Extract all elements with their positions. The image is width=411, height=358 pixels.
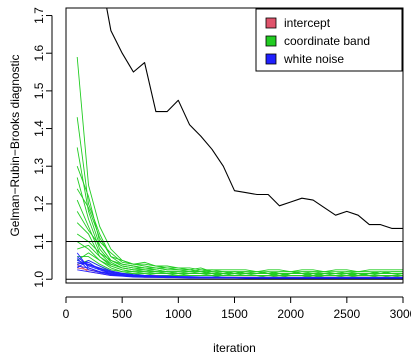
- series-line-coordinate-band-6: [76, 188, 403, 273]
- x-tick-label: 3000: [390, 307, 411, 321]
- legend-label: white noise: [283, 52, 344, 66]
- series-line-coordinate-band-9: [76, 222, 403, 278]
- legend-swatch: [265, 17, 277, 29]
- legend: intercept coordinate band white noise: [255, 8, 403, 72]
- x-tick-label: 2500: [333, 307, 360, 321]
- y-tick-label: 1.4: [32, 120, 46, 137]
- y-tick-label: 1.7: [32, 7, 46, 24]
- y-tick-label: 1.3: [32, 158, 46, 175]
- series-line-coordinate-band-10: [76, 233, 403, 273]
- series-line-white-noise-26: [77, 261, 403, 279]
- series-line-coordinate-band-3: [76, 147, 403, 276]
- series-layer: [76, 8, 403, 279]
- legend-items: intercept coordinate band white noise: [265, 16, 370, 66]
- y-tick-label: 1.2: [32, 195, 46, 212]
- axes: [65, 7, 404, 284]
- series-line-coordinate-band-8: [76, 211, 403, 275]
- plot-frame: [65, 7, 404, 284]
- x-axis-ticks: 0 500 1000 1500 2000 2500 3000: [63, 296, 411, 321]
- x-axis-label: iteration: [213, 341, 256, 355]
- x-tick-label: 1000: [165, 307, 192, 321]
- y-tick-label: 1.1: [32, 233, 46, 250]
- series-line-coordinate-band-14: [76, 252, 403, 275]
- y-tick-label: 1.5: [32, 82, 46, 99]
- series-line-coordinate-band-4: [76, 166, 403, 275]
- series-line-coordinate-band-2: [76, 117, 403, 276]
- legend-swatch: [265, 35, 277, 47]
- series-line-coordinate-band-5: [76, 177, 403, 278]
- x-tick-label: 500: [112, 307, 132, 321]
- series-line-coordinate-band-15: [77, 259, 403, 276]
- legend-label: coordinate band: [284, 34, 370, 48]
- series-line-black-0: [106, 8, 403, 229]
- reference-lines: [66, 241, 403, 280]
- legend-box: [255, 8, 403, 72]
- x-tick-label: 1500: [221, 307, 248, 321]
- series-line-coordinate-band-7: [76, 199, 403, 276]
- x-tick-label: 2000: [277, 307, 304, 321]
- legend-label: intercept: [284, 16, 331, 30]
- y-axis-ticks: 1.0 1.1 1.2 1.3 1.4 1.5 1.6 1.7: [32, 7, 53, 288]
- y-axis-label: Gelman−Rubin−Brooks diagnostic: [8, 54, 22, 236]
- legend-swatch: [265, 53, 277, 65]
- y-tick-label: 1.6: [32, 45, 46, 62]
- y-tick-label: 1.0: [32, 271, 46, 288]
- x-tick-label: 0: [63, 307, 70, 321]
